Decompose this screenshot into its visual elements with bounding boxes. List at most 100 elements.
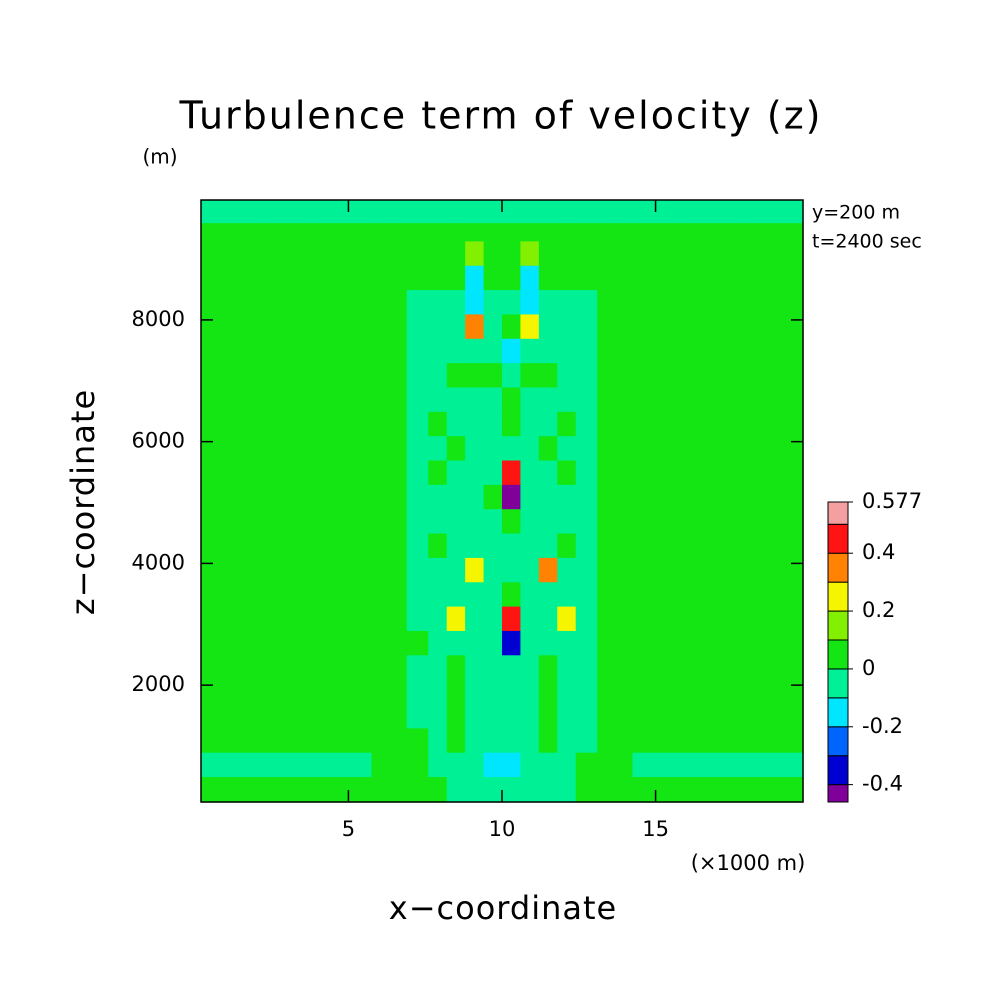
contour-cell xyxy=(465,752,485,778)
contour-cell xyxy=(575,265,598,291)
contour-cell xyxy=(502,484,522,510)
contour-cell xyxy=(538,776,558,803)
contour-cell xyxy=(557,606,577,631)
contour-cell xyxy=(317,654,373,680)
contour-cell xyxy=(201,435,257,461)
contour-cell xyxy=(256,435,319,461)
contour-cell xyxy=(317,532,373,558)
contour-cell xyxy=(465,459,485,485)
contour-cell xyxy=(371,289,408,315)
contour-cell xyxy=(201,222,257,242)
contour-cell xyxy=(483,240,503,266)
contour-cell xyxy=(483,289,503,315)
contour-cell xyxy=(557,411,577,437)
contour-cell xyxy=(686,222,749,242)
contour-cell xyxy=(632,411,687,437)
contour-cell xyxy=(446,362,466,388)
contour-cell xyxy=(686,289,749,315)
contour-cell xyxy=(371,411,408,437)
contour-cell xyxy=(428,752,448,778)
contour-cell xyxy=(597,338,634,364)
contour-cell xyxy=(317,338,373,364)
contour-cell xyxy=(406,289,429,315)
colorbar-swatch xyxy=(827,726,849,757)
contour-cell xyxy=(371,508,408,534)
contour-cell xyxy=(632,265,687,291)
contour-cell xyxy=(406,752,429,778)
contour-cell xyxy=(201,240,257,266)
contour-cell xyxy=(428,581,448,607)
contour-cell xyxy=(597,289,634,315)
contour-cell xyxy=(538,386,558,412)
contour-cell xyxy=(465,411,485,437)
contour-cell xyxy=(632,484,687,510)
contour-cell xyxy=(502,386,522,412)
contour-cell xyxy=(575,727,598,753)
contour-cell xyxy=(483,484,503,510)
contour-cell xyxy=(632,703,687,729)
contour-cell xyxy=(446,752,466,778)
contour-cell xyxy=(428,606,448,631)
contour-cell xyxy=(747,581,804,607)
contour-cell xyxy=(446,338,466,364)
contour-cell xyxy=(502,557,522,583)
contour-cell xyxy=(575,411,598,437)
contour-cell xyxy=(747,776,804,803)
contour-cell xyxy=(201,411,257,437)
contour-cell xyxy=(465,200,485,224)
axes: 5 10 15 2000 4000 6000 8000 0.577 0.4 0.2 0 -0.2 -0.… xyxy=(132,199,922,841)
contour-cell xyxy=(446,411,466,437)
contour-cell xyxy=(406,222,429,242)
contour-cell xyxy=(502,727,522,753)
colorbar-label: 0.577 xyxy=(862,489,922,513)
contour-cell xyxy=(597,703,634,729)
contour-cell xyxy=(747,435,804,461)
contour-cell xyxy=(483,459,503,485)
contour-cell xyxy=(632,776,687,803)
contour-cell xyxy=(256,508,319,534)
contour-cell xyxy=(371,654,408,680)
contour-cell xyxy=(256,240,319,266)
contour-cell xyxy=(428,362,448,388)
contour-cell xyxy=(428,532,448,558)
y-tick-label: 6000 xyxy=(132,429,185,453)
contour-cell xyxy=(371,313,408,339)
contour-cell xyxy=(256,484,319,510)
contour-cell xyxy=(520,338,540,364)
contour-cell xyxy=(597,386,634,412)
contour-cell xyxy=(406,557,429,583)
contour-cell xyxy=(406,362,429,388)
contour-cell xyxy=(575,313,598,339)
contour-cell xyxy=(538,557,558,583)
contour-cell xyxy=(597,240,634,266)
contour-cell xyxy=(428,630,448,656)
contour-cell xyxy=(483,606,503,631)
contour-cell xyxy=(406,581,429,607)
contour-cell xyxy=(502,411,522,437)
contour-cell xyxy=(201,289,257,315)
contour-cell xyxy=(428,459,448,485)
contour-cell xyxy=(557,435,577,461)
contour-cell xyxy=(538,289,558,315)
contour-cell xyxy=(575,222,598,242)
contour-cell xyxy=(406,508,429,534)
contour-cell xyxy=(428,289,448,315)
contour-cell xyxy=(371,240,408,266)
contour-cell xyxy=(317,581,373,607)
contour-cell xyxy=(428,508,448,534)
contour-cell xyxy=(502,776,522,803)
contour-cell xyxy=(465,727,485,753)
contour-cell xyxy=(428,338,448,364)
contour-cell xyxy=(597,727,634,753)
contour-cell xyxy=(520,776,540,803)
y-tick-label: 4000 xyxy=(132,550,185,574)
contour-cell xyxy=(632,362,687,388)
contour-cell xyxy=(256,411,319,437)
contour-cell xyxy=(575,362,598,388)
contour-cell xyxy=(317,222,373,242)
contour-cell xyxy=(406,776,429,803)
contour-cell xyxy=(686,265,749,291)
y-tick-label: 2000 xyxy=(132,672,185,696)
contour-cell xyxy=(256,313,319,339)
contour-cell xyxy=(502,679,522,704)
